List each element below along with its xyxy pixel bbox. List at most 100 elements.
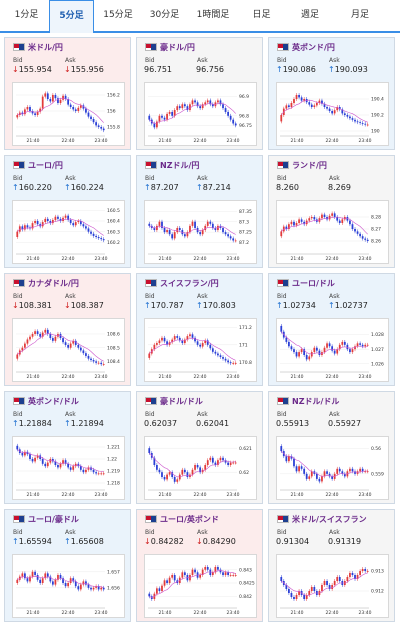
pair-title[interactable]: ユーロ/豪ドル xyxy=(13,514,79,526)
candlestick-chart[interactable]: 156.2 156 155.8 21:40 22:40 23:40 xyxy=(12,82,125,146)
candle-body xyxy=(217,460,219,465)
candle-body xyxy=(194,569,196,573)
tab-8[interactable]: 月足 xyxy=(350,10,369,20)
candle-body xyxy=(79,466,82,470)
bid-number: 8.260 xyxy=(276,183,299,192)
rate-card[interactable]: ユーロ/豪ドル Bid Ask ↑1.65594 ↑1.65608 1.657 1.656 2… xyxy=(4,509,131,622)
pair-title[interactable]: 米ドル/スイスフラン xyxy=(277,514,367,526)
moving-average-line xyxy=(149,452,236,478)
tab-1[interactable]: 1分足 xyxy=(14,10,39,20)
candle-body xyxy=(333,110,336,114)
tab-3[interactable]: 15分足 xyxy=(103,10,133,20)
tab-2[interactable]: 5分足 xyxy=(49,0,94,33)
y-tick-label: 156.2 xyxy=(107,93,120,99)
pair-title[interactable]: 英ポンド/ドル xyxy=(13,396,79,408)
chart-svg: 0.56 0.559 21:40 22:40 23:40 xyxy=(280,444,384,498)
candle-body xyxy=(158,588,161,591)
candle-body xyxy=(44,573,47,579)
pair-title[interactable]: 英ポンド/円 xyxy=(277,42,335,54)
x-tick-label: 23:40 xyxy=(227,492,240,498)
candle-body xyxy=(59,333,62,339)
candlestick-chart[interactable]: 108.6 108.5 108.4 21:40 22:40 23:40 xyxy=(12,318,125,382)
candlestick-chart[interactable]: 1.028 1.027 1.026 21:40 22:40 23:40 xyxy=(276,318,389,382)
bid-value: ↓155.954 xyxy=(12,65,52,74)
rate-card[interactable]: 英ポンド/ドル Bid Ask ↑1.21884 ↑1.21894 1.221 1.22 1.… xyxy=(4,391,131,504)
candle-body xyxy=(79,221,82,225)
candle-body xyxy=(194,221,196,228)
candlestick-chart[interactable]: 0.621 0.62 21:40 22:40 23:40 xyxy=(144,436,257,500)
bid-number: 1.21884 xyxy=(18,419,52,428)
candle-body xyxy=(232,575,235,576)
tab-6[interactable]: 日足 xyxy=(252,10,271,20)
candlestick-chart[interactable]: 8.28 8.27 8.26 21:40 22:40 23:40 xyxy=(276,200,389,264)
arrow-up-icon: ↑ xyxy=(64,537,71,546)
candlestick-chart[interactable]: 87.35 87.3 87.25 87.2 21:40 22:40 23:40 xyxy=(144,200,257,264)
candle-body xyxy=(82,469,85,473)
ch-flag-icon xyxy=(145,279,157,287)
rate-card[interactable]: NZドル/円 Bid Ask ↑87.207 ↑87.214 87.35 87.3 87.25… xyxy=(136,155,263,268)
candlestick-chart[interactable]: 190.4 190.2 190 21:40 22:40 23:40 xyxy=(276,82,389,146)
candle-body xyxy=(224,232,227,235)
pair-title[interactable]: NZドル/ドル xyxy=(277,396,339,408)
us-flag-icon xyxy=(277,515,289,523)
pair-title[interactable]: 豪ドル/ドル xyxy=(145,396,203,408)
candlestick-chart[interactable]: 0.843 0.8425 0.842 21:40 22:40 23:40 xyxy=(144,554,257,618)
rate-card[interactable]: ユーロ/英ポンド Bid Ask ↓0.84282 ↓0.84290 0.843 0.842… xyxy=(136,509,263,622)
candle-body xyxy=(290,346,293,350)
rate-card[interactable]: NZドル/ドル Bid Ask 0.55913 0.55927 0.56 0.559 21:4… xyxy=(268,391,395,504)
y-tick-label: 8.28 xyxy=(371,215,381,221)
candlestick-chart[interactable]: 0.56 0.559 21:40 22:40 23:40 xyxy=(276,436,389,500)
pair-title[interactable]: ユーロ/ドル xyxy=(277,278,335,290)
pair-title[interactable]: ユーロ/円 xyxy=(13,160,63,172)
candle-body xyxy=(36,455,39,458)
rate-card[interactable]: ユーロ/ドル Bid Ask ↑1.02734 ↑1.02737 1.028 1.027 1.… xyxy=(268,273,395,386)
rate-card[interactable]: 米ドル/スイスフラン Bid Ask 0.91304 0.91319 0.913 0.912… xyxy=(268,509,395,622)
pair-title[interactable]: 米ドル/円 xyxy=(13,42,63,54)
bid-label: Bid xyxy=(13,57,23,64)
tab-4[interactable]: 30分足 xyxy=(149,10,180,20)
candle-body xyxy=(36,331,39,334)
candle-body xyxy=(191,100,194,105)
rate-card[interactable]: 豪ドル/ドル Bid Ask 0.62037 0.62041 0.621 0.62 21:40… xyxy=(136,391,263,504)
tab-5[interactable]: 1時間足 xyxy=(196,10,230,20)
rate-card[interactable]: 豪ドル/円 Bid Ask 96.751 96.756 96.9 96.8 96.75 21:4… xyxy=(136,37,263,150)
candlestick-chart[interactable]: 160.5 160.4 160.3 160.2 21:40 22:40 23:40 xyxy=(12,200,125,264)
rate-card[interactable]: ユーロ/円 Bid Ask ↑160.220 ↑160.224 160.5 160.4 160… xyxy=(4,155,131,268)
candle-body xyxy=(305,473,308,479)
y-tick-label: 155.8 xyxy=(107,125,120,131)
tab-7[interactable]: 週足 xyxy=(300,10,319,20)
rate-card[interactable]: 米ドル/円 Bid Ask ↓155.954 ↓155.956 156.2 156 155.8… xyxy=(4,37,131,150)
candle-body xyxy=(39,224,42,227)
candle-body xyxy=(26,339,29,344)
candlestick-chart[interactable]: 171.2 171 170.8 21:40 22:40 23:40 xyxy=(144,318,257,382)
pair-title[interactable]: カナダドル/円 xyxy=(13,278,79,290)
pair-title[interactable]: ユーロ/英ポンド xyxy=(145,514,219,526)
candle-body xyxy=(29,107,31,111)
rate-card[interactable]: スイスフラン/円 Bid Ask ↑170.787 ↑170.803 171.2 171 17… xyxy=(136,273,263,386)
rate-card[interactable]: カナダドル/円 Bid Ask ↓108.381 ↓108.387 108.6 108.5 1… xyxy=(4,273,131,386)
candlestick-chart[interactable]: 0.913 0.912 21:40 22:40 23:40 xyxy=(276,554,389,618)
candle-body xyxy=(158,221,161,226)
candle-body xyxy=(293,349,295,353)
x-tick-label: 22:40 xyxy=(326,610,339,616)
rate-card[interactable]: ランド/円 Bid Ask 8.260 8.269 8.28 8.27 8.26 21:40 22… xyxy=(268,155,395,268)
candle-body xyxy=(21,453,24,456)
pair-title[interactable]: スイスフラン/円 xyxy=(145,278,219,290)
rate-card[interactable]: 英ポンド/円 Bid Ask ↑190.086 ↑190.093 190.4 190.2 19… xyxy=(268,37,395,150)
x-tick-label: 21:40 xyxy=(159,492,172,498)
y-tick-label: 108.5 xyxy=(107,345,120,351)
moving-average-line xyxy=(17,576,104,589)
candle-body xyxy=(62,460,64,464)
pair-title[interactable]: ランド/円 xyxy=(277,160,327,172)
candle-body xyxy=(51,338,54,341)
pair-title[interactable]: 豪ドル/円 xyxy=(145,42,195,54)
candlestick-chart[interactable]: 1.657 1.656 21:40 22:40 23:40 xyxy=(12,554,125,618)
candle-body xyxy=(64,215,67,218)
candlestick-chart[interactable]: 96.9 96.8 96.75 21:40 22:40 23:40 xyxy=(144,82,257,146)
candle-body xyxy=(64,583,67,587)
candle-body xyxy=(295,466,298,472)
candle-body xyxy=(206,460,209,465)
candle-body xyxy=(102,239,105,241)
pair-title[interactable]: NZドル/円 xyxy=(145,160,199,172)
candlestick-chart[interactable]: 1.221 1.22 1.219 1.218 21:40 22:40 23:40 xyxy=(12,436,125,500)
